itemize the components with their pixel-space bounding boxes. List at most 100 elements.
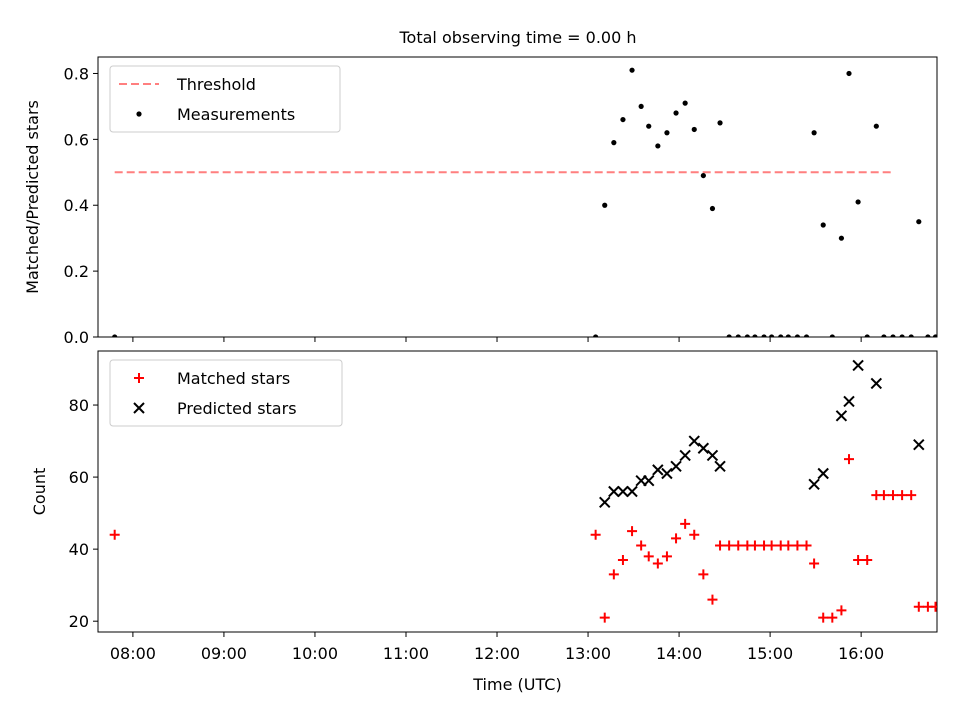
matched-star-point — [671, 533, 682, 544]
measurement-point — [899, 334, 905, 337]
predicted-star-point — [808, 478, 820, 491]
measurement-point — [611, 140, 617, 146]
matched-star-point — [715, 540, 726, 551]
predicted-star-point — [652, 464, 664, 476]
x-tick-label: 12:00 — [474, 644, 520, 663]
measurement-point — [794, 334, 801, 337]
chart-title: Total observing time = 0.00 h — [398, 28, 636, 47]
predicted-star-point — [913, 438, 925, 451]
y-tick-label: 0.6 — [64, 130, 89, 149]
matched-star-point — [801, 540, 812, 551]
measurement-point — [811, 130, 817, 136]
matched-star-point — [590, 529, 601, 540]
measurement-point — [112, 334, 118, 337]
x-tick-label: 14:00 — [656, 644, 702, 663]
measurement-point — [916, 219, 922, 225]
predicted-star-point — [817, 467, 829, 480]
measurement-point — [752, 334, 758, 337]
predicted-star-point — [835, 410, 848, 422]
matched-star-point — [766, 540, 777, 551]
matched-star-point — [906, 490, 917, 501]
measurement-point — [602, 202, 608, 208]
measurement-point — [932, 334, 937, 337]
matched-star-point — [680, 518, 691, 529]
matched-star-point — [792, 540, 803, 551]
measurement-point — [682, 100, 688, 106]
y-tick-label: 0.2 — [64, 262, 89, 281]
measurement-point — [629, 67, 635, 73]
predicted-star-point — [661, 467, 673, 480]
measurement-point — [761, 334, 767, 337]
predicted-star-point — [852, 359, 864, 372]
y-tick-label: 60 — [69, 468, 89, 487]
measurement-point — [593, 334, 599, 337]
axes-frame — [97, 350, 938, 633]
legend-box — [109, 65, 341, 133]
x-tick-label: 08:00 — [110, 644, 156, 663]
x-tick-label: 15:00 — [747, 644, 793, 663]
legend-matched-swatch — [134, 373, 144, 383]
predicted-star-point — [706, 449, 719, 462]
measurement-point — [925, 334, 931, 337]
matched-star-point — [724, 540, 735, 551]
measurement-point — [646, 123, 652, 129]
legend-box — [109, 359, 343, 427]
measurement-point — [700, 172, 706, 179]
measurement-point — [769, 334, 775, 337]
measurement-point — [890, 334, 896, 337]
matched-star-point — [109, 529, 120, 540]
predicted-star-point — [670, 460, 682, 472]
y-axis-label: Matched/Predicted stars — [23, 100, 42, 294]
matched-star-point — [809, 558, 820, 569]
matched-star-point — [652, 558, 663, 569]
measurement-point — [820, 222, 826, 228]
predicted-star-point — [688, 435, 700, 447]
measurement-point — [908, 334, 914, 337]
x-tick-label: 16:00 — [838, 644, 884, 663]
matched-star-point — [862, 554, 873, 565]
measurement-point — [691, 126, 697, 133]
measurement-point — [709, 205, 716, 212]
matched-star-point — [783, 540, 794, 551]
measurement-point — [881, 334, 887, 337]
measurement-point — [829, 334, 835, 337]
predicted-star-point — [608, 485, 620, 498]
matched-star-point — [827, 612, 838, 623]
x-tick-label: 09:00 — [201, 644, 247, 663]
measurement-point — [778, 334, 784, 337]
legend-label: Measurements — [177, 105, 295, 124]
measurement-point — [717, 120, 723, 126]
matched-star-point — [844, 454, 855, 465]
predicted-star-point — [843, 395, 855, 408]
marks — [112, 67, 937, 337]
matched-star-point — [617, 554, 628, 565]
matched-star-point — [661, 551, 672, 562]
measurement-point — [803, 334, 810, 337]
predicted-star-point — [643, 474, 655, 487]
legend-label: Matched stars — [177, 369, 290, 388]
matched-star-point — [853, 554, 864, 565]
matched-star-point — [599, 612, 610, 623]
legend-measurement-swatch — [136, 111, 142, 117]
top-panel: 0.0 0.2 0.4 0.6 0.8 Matched/Predicted stars Th… — [23, 56, 938, 347]
matched-star-point — [749, 540, 760, 551]
matched-star-point — [643, 551, 654, 562]
matched-star-point — [818, 612, 829, 623]
x-tick-label: 10:00 — [292, 644, 338, 663]
measurement-point — [673, 110, 679, 116]
matched-star-point — [913, 601, 924, 612]
x-tick-label: 13:00 — [565, 644, 611, 663]
measurement-point — [846, 70, 852, 77]
predicted-star-point — [870, 377, 883, 390]
matched-star-point — [689, 529, 700, 540]
legend-label: Threshold — [176, 75, 256, 94]
measurement-point — [664, 130, 670, 136]
y-axis-label: Count — [30, 468, 49, 516]
legend-label: Predicted stars — [177, 399, 297, 418]
matched-star-point — [698, 569, 709, 580]
x-tick-label: 11:00 — [383, 644, 429, 663]
measurement-point — [620, 116, 626, 123]
matched-star-point — [897, 490, 908, 501]
measurement-point — [726, 334, 732, 337]
